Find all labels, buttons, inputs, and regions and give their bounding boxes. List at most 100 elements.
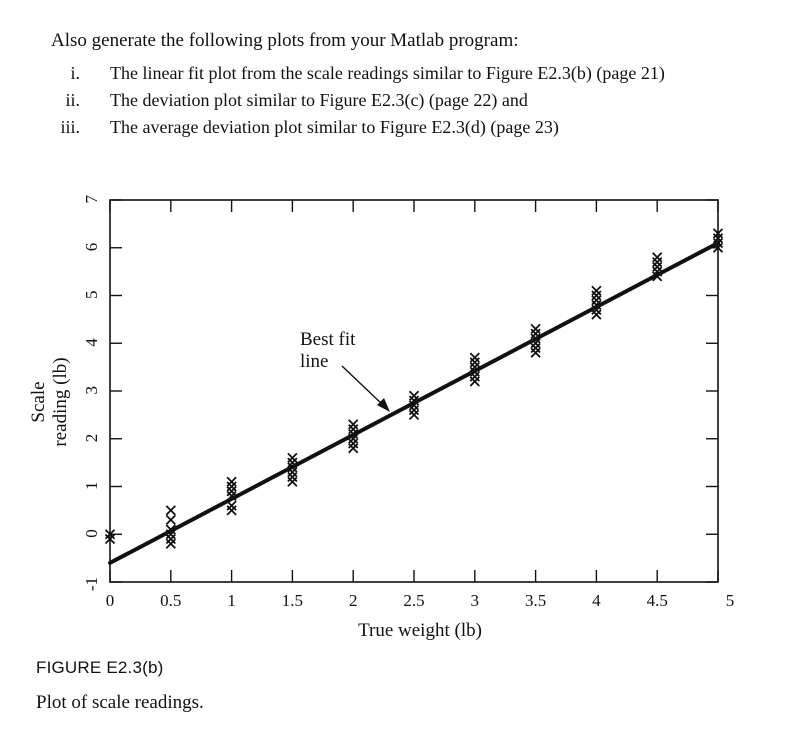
data-point-stroke (287, 476, 298, 487)
x-tick-label: 1 (227, 591, 236, 610)
data-point (408, 404, 420, 416)
x-tick-label: 4.5 (647, 591, 668, 610)
data-point (348, 433, 359, 444)
annotation-line: line (300, 351, 329, 372)
data-point-stroke (287, 462, 298, 473)
data-point-stroke (348, 424, 359, 435)
data-point-stroke (530, 328, 541, 339)
data-point (530, 347, 541, 358)
y-tick-label: 3 (82, 386, 101, 395)
data-point-stroke (348, 433, 359, 444)
data-point (287, 471, 298, 483)
data-point-stroke (226, 505, 237, 516)
y-tick-label: 2 (82, 434, 101, 443)
intro-text: Also generate the following plots from y… (51, 30, 519, 51)
x-tick-label: 2 (349, 591, 358, 610)
y-tick-label: 7 (82, 195, 101, 204)
task-text: The linear fit plot from the scale readi… (110, 63, 665, 83)
data-point (530, 342, 541, 354)
y-axis-label: Scale reading (lb) (28, 357, 71, 446)
data-point (226, 481, 237, 492)
figure-caption: Plot of scale readings. (36, 692, 204, 713)
x-tick-label: 3.5 (525, 591, 546, 610)
data-point-stroke (408, 395, 420, 406)
y-axis-label-line: Scale (28, 381, 49, 422)
data-point-stroke (469, 376, 480, 387)
data-point (348, 424, 359, 435)
data-markers (104, 228, 724, 549)
y-axis-label-line: reading (lb) (50, 357, 71, 446)
data-point (165, 505, 176, 516)
x-tick-label: 0 (106, 591, 115, 610)
y-tick-label: 0 (82, 529, 101, 538)
data-point-stroke (348, 443, 359, 454)
y-tick-label: 5 (82, 291, 101, 300)
data-point (652, 256, 663, 268)
x-tick-label: 5 (726, 591, 735, 610)
task-text: The average deviation plot similar to Fi… (110, 117, 559, 137)
y-tick-label: 6 (82, 243, 101, 252)
axis-ticks (109, 199, 719, 583)
data-point (165, 538, 176, 549)
y-tick-label: 1 (82, 482, 101, 491)
y-tick-label: 4 (82, 338, 101, 347)
y-tick-label: -1 (82, 577, 101, 591)
data-point (287, 452, 298, 463)
data-point (591, 295, 602, 306)
y-tick-labels: -1 0 1 2 3 4 5 6 7 (82, 195, 101, 592)
data-point (469, 352, 480, 363)
data-point (652, 271, 663, 282)
data-point (226, 476, 237, 487)
x-tick-label: 1.5 (282, 591, 303, 610)
plot-frame (109, 199, 719, 583)
data-point (591, 290, 602, 301)
data-point (530, 328, 541, 339)
x-tick-label: 4 (592, 591, 601, 610)
data-point (408, 395, 420, 406)
task-text: The deviation plot similar to Figure E2.… (110, 90, 528, 110)
x-tick-label: 2.5 (403, 591, 424, 610)
data-point-stroke (165, 505, 176, 516)
data-point-stroke (469, 357, 480, 368)
x-tick-labels: 0 0.5 1 1.5 2 2.5 3 3.5 4 4.5 5 (106, 591, 735, 610)
data-point (348, 443, 359, 454)
data-point-stroke (165, 514, 176, 526)
data-point-stroke (591, 290, 602, 301)
data-point (348, 419, 359, 430)
data-point-stroke (226, 476, 237, 487)
data-point (348, 438, 359, 449)
annotation-arrow (341, 365, 385, 407)
annotation-arrowhead (377, 398, 390, 412)
x-axis-label: True weight (lb) (358, 620, 482, 640)
data-point-stroke (591, 309, 602, 320)
data-point (165, 533, 176, 545)
data-point (469, 357, 480, 368)
data-point-stroke (652, 256, 663, 268)
annotation-line: Best fit (300, 329, 356, 350)
data-point-stroke (226, 486, 237, 497)
figure-label: FIGURE E2.3(b) (36, 658, 164, 677)
data-point-stroke (530, 347, 541, 358)
data-point (591, 285, 602, 296)
data-point (469, 371, 480, 382)
x-tick-label: 0.5 (160, 591, 181, 610)
task-number: ii. (65, 90, 80, 110)
data-point (226, 486, 237, 497)
task-number: iii. (60, 117, 80, 137)
best-fit-line (108, 240, 720, 565)
data-point (287, 476, 298, 487)
data-point (652, 252, 663, 263)
data-point (408, 390, 420, 401)
data-point-stroke (165, 538, 176, 549)
data-point-stroke (408, 409, 420, 421)
task-number: i. (70, 63, 80, 83)
data-point (469, 376, 480, 387)
data-point (226, 505, 237, 516)
data-point (652, 261, 663, 272)
scale-readings-chart: -1 0 1 2 3 4 5 6 7 0 0.5 1 1.5 2 2.5 3 3.5 4 4.5 5 True we… (28, 195, 735, 641)
data-point (165, 514, 176, 526)
data-point (408, 409, 420, 421)
data-point (530, 323, 541, 335)
data-point (226, 500, 237, 511)
